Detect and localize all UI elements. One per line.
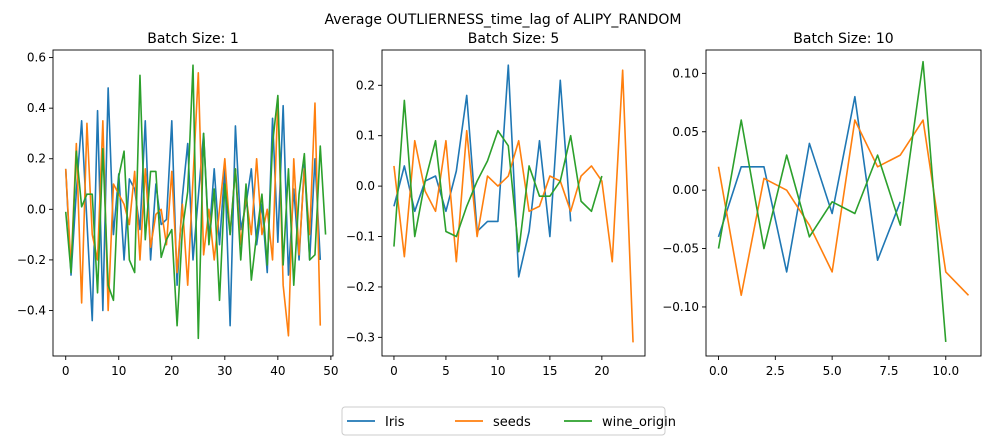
y-tick-label: −0.4: [17, 303, 46, 317]
x-tick-label: 30: [217, 364, 232, 378]
y-tick-label: −0.05: [662, 242, 699, 256]
figure-suptitle: Average OUTLIERNESS_time_lag of ALIPY_RA…: [324, 12, 681, 28]
axes-frame: [381, 49, 646, 357]
y-tick-label: 0.1: [356, 129, 375, 143]
series-line-wine_origin: [717, 60, 947, 343]
legend-label: Iris: [385, 415, 405, 430]
x-tick-label: 0: [62, 364, 70, 378]
series-line-Iris: [717, 95, 902, 273]
x-tick-label: 10: [111, 364, 126, 378]
x-tick-label: 0.0: [709, 364, 728, 378]
y-tick-label: 0.2: [356, 78, 375, 92]
series-group: [393, 64, 634, 343]
subplot-title: Batch Size: 5: [468, 31, 560, 47]
y-tick-label: −0.2: [17, 253, 46, 267]
series-group: [64, 64, 327, 340]
x-tick-label: 2.5: [766, 364, 785, 378]
y-tick-label: 0.0: [27, 202, 46, 216]
y-tick-label: −0.3: [346, 330, 375, 344]
axes-frame: [705, 49, 982, 357]
subplot-title: Batch Size: 10: [793, 31, 893, 47]
subplots: Batch Size: 10 10 20 30 40 50−0.4−0.20.00.20.…: [17, 31, 982, 378]
x-tick-label: 10.0: [932, 364, 959, 378]
series-line-wine_origin: [393, 99, 603, 253]
y-tick-label: 0.00: [672, 183, 699, 197]
subplot-title: Batch Size: 1: [147, 31, 239, 47]
legend: Iris seeds wine_origin: [341, 406, 676, 436]
series-line-seeds: [393, 69, 634, 343]
x-tick-label: 50: [323, 364, 338, 378]
x-tick-label: 0: [390, 364, 398, 378]
y-tick-label: 0.05: [672, 125, 699, 139]
y-tick-label: 0.2: [27, 152, 46, 166]
series-line-wine_origin: [64, 64, 327, 340]
y-tick-label: 0.0: [356, 179, 375, 193]
y-tick-label: −0.10: [662, 300, 699, 314]
legend-item-seeds: seeds: [455, 415, 531, 430]
x-tick-label: 5: [442, 364, 450, 378]
x-tick-label: 20: [164, 364, 179, 378]
x-tick-label: 10: [490, 364, 505, 378]
y-tick-label: −0.2: [346, 280, 375, 294]
legend-box: [341, 406, 666, 436]
legend-item-wine_origin: wine_origin: [564, 415, 676, 430]
series-line-Iris: [64, 87, 322, 327]
y-tick-label: 0.10: [672, 66, 699, 80]
x-tick-label: 15: [542, 364, 557, 378]
series-line-seeds: [717, 119, 970, 297]
series-group: [717, 60, 970, 343]
y-tick-label: 0.6: [27, 51, 46, 65]
legend-label: seeds: [493, 415, 531, 430]
x-tick-label: 5.0: [823, 364, 842, 378]
subplot-2: Batch Size: 5 0 5 10 15 20 −0.3 −0.2 −0.1 0.0 0.1 0…: [346, 31, 646, 378]
x-tick-label: 20: [594, 364, 609, 378]
legend-item-Iris: Iris: [347, 415, 405, 430]
axes-frame: [52, 49, 334, 357]
x-tick-label: 7.5: [879, 364, 898, 378]
x-tick-label: 40: [270, 364, 285, 378]
y-tick-label: 0.4: [27, 101, 46, 115]
y-tick-label: −0.1: [346, 230, 375, 244]
subplot-3: Batch Size: 10 0.0 2.5 5.0 7.5 10.0 −0.10 −0.05…: [662, 31, 982, 378]
subplot-1: Batch Size: 1 0 10 20 30 40 50 −0.4 −0.2 0.0 0.2 0.…: [17, 31, 339, 378]
legend-label: wine_origin: [602, 415, 676, 430]
